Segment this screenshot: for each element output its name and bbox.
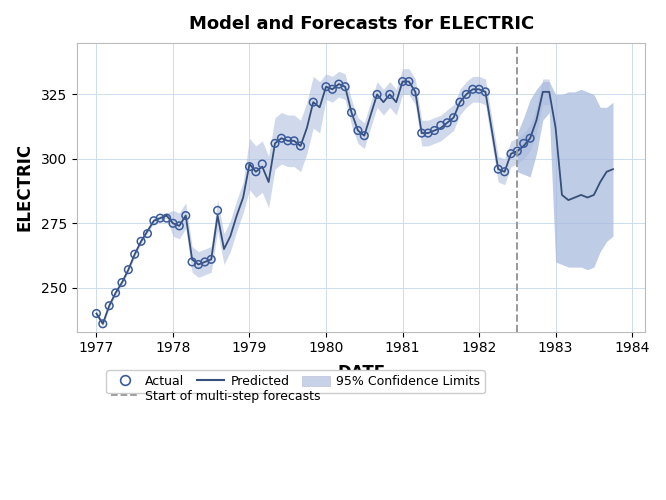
Point xyxy=(295,142,306,150)
Point xyxy=(250,168,261,175)
Y-axis label: ELECTRIC: ELECTRIC xyxy=(15,143,33,232)
Point xyxy=(410,88,421,96)
Point xyxy=(359,132,370,140)
Point xyxy=(346,108,357,116)
Point xyxy=(174,222,184,230)
Point xyxy=(340,82,350,90)
Point xyxy=(384,90,395,98)
Point xyxy=(436,122,446,130)
Point xyxy=(168,220,178,228)
Point xyxy=(123,266,134,274)
Point xyxy=(193,260,204,268)
Point xyxy=(91,310,102,318)
Point xyxy=(429,126,440,134)
Point xyxy=(334,80,344,88)
Point xyxy=(372,90,382,98)
Point xyxy=(136,238,147,246)
Point xyxy=(142,230,153,237)
Point xyxy=(257,160,268,168)
Point xyxy=(397,78,408,86)
Point xyxy=(200,258,210,266)
Point xyxy=(455,98,466,106)
X-axis label: DATE: DATE xyxy=(337,364,386,382)
Point xyxy=(525,134,535,142)
Point xyxy=(289,137,300,145)
Point xyxy=(327,86,338,94)
Point xyxy=(416,129,427,137)
Point xyxy=(161,214,172,222)
Point xyxy=(352,126,363,134)
Point xyxy=(180,212,191,220)
Point xyxy=(461,90,472,98)
Point xyxy=(270,140,280,147)
Legend: Start of multi-step forecasts: Start of multi-step forecasts xyxy=(107,384,326,407)
Point xyxy=(186,258,197,266)
Point xyxy=(155,214,166,222)
Point xyxy=(474,86,484,94)
Point xyxy=(111,289,121,297)
Point xyxy=(276,134,287,142)
Point xyxy=(117,278,127,286)
Point xyxy=(518,140,529,147)
Point xyxy=(468,86,478,94)
Point xyxy=(493,165,503,173)
Point xyxy=(129,250,140,258)
Point xyxy=(206,256,216,264)
Title: Model and Forecasts for ELECTRIC: Model and Forecasts for ELECTRIC xyxy=(188,15,534,33)
Point xyxy=(505,150,516,158)
Point xyxy=(244,162,255,170)
Point xyxy=(423,129,434,137)
Point xyxy=(149,216,159,224)
Point xyxy=(308,98,318,106)
Point xyxy=(480,88,491,96)
Point xyxy=(448,114,459,122)
Point xyxy=(512,147,523,155)
Point xyxy=(97,320,108,328)
Point xyxy=(500,168,510,175)
Point xyxy=(104,302,115,310)
Point xyxy=(442,119,452,127)
Point xyxy=(321,82,332,90)
Point xyxy=(282,137,293,145)
Point xyxy=(212,206,223,214)
Point xyxy=(404,78,414,86)
